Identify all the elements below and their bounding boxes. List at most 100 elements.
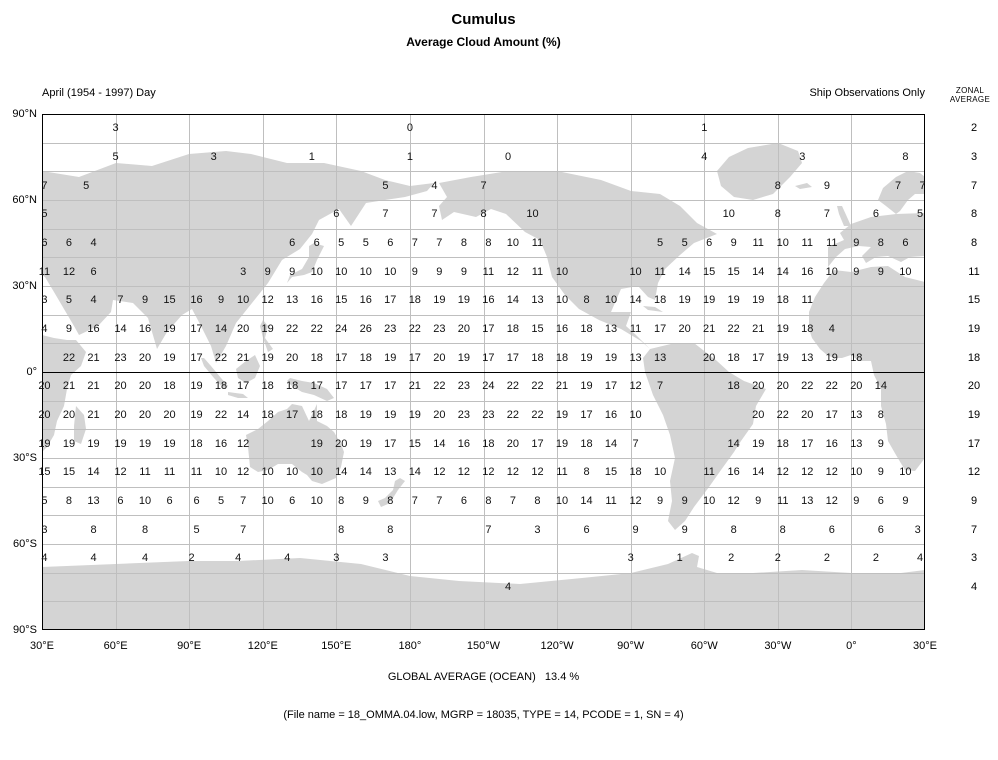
cloud-amount-value: 6 — [706, 237, 713, 249]
cloud-amount-value: 8 — [774, 208, 781, 221]
cloud-amount-value: 9 — [289, 265, 296, 278]
cloud-amount-value: 6 — [902, 237, 909, 249]
cloud-amount-value: 20 — [801, 409, 814, 421]
cloud-amount-value: 20 — [286, 351, 299, 364]
cloud-amount-value: 19 — [752, 294, 765, 307]
cloud-amount-value: 22 — [531, 409, 544, 421]
cloud-amount-value: 10 — [138, 495, 152, 507]
cloud-amount-value: 2 — [823, 552, 830, 565]
cloud-amount-value: 18 — [727, 380, 740, 393]
cloud-amount-value: 11 — [703, 466, 715, 479]
cloud-amount-value: 17 — [531, 437, 544, 450]
cloud-amount-value: 10 — [310, 495, 323, 507]
cloud-amount-value: 17 — [190, 323, 203, 335]
cloud-amount-value: 10 — [825, 265, 838, 278]
cloud-amount-value: 14 — [752, 265, 765, 278]
cloud-amount-value: 7 — [509, 495, 516, 507]
cloud-amount-value: 12 — [482, 466, 495, 479]
longitude-tick-label: 60°W — [690, 640, 718, 652]
cloud-amount-value: 23 — [457, 380, 470, 393]
cloud-amount-value: 23 — [457, 409, 470, 421]
period-label: April (1954 - 1997) Day — [42, 87, 156, 99]
cloud-amount-value: 19 — [190, 380, 203, 393]
landmass-iceland — [795, 183, 812, 189]
cloud-amount-value: 5 — [65, 294, 73, 307]
cloud-amount-value: 19 — [310, 437, 323, 450]
cloud-amount-value: 9 — [65, 323, 73, 335]
cloud-amount-value: 12 — [506, 466, 520, 479]
cloud-amount-value: 19 — [752, 437, 765, 450]
cloud-amount-value: 18 — [335, 409, 348, 421]
cloud-amount-value: 19 — [604, 351, 618, 364]
cloud-amount-value: 6 — [333, 208, 340, 221]
cloud-amount-value: 3 — [627, 552, 634, 565]
cloud-amount-value: 16 — [825, 437, 838, 450]
cloud-amount-value: 14 — [776, 265, 789, 278]
cloud-amount-value: 21 — [62, 380, 76, 393]
cloud-amount-value: 20 — [752, 409, 765, 421]
cloud-amount-value: 18 — [555, 351, 569, 364]
cloud-amount-value: 2 — [774, 552, 781, 565]
cloud-amount-value: 17 — [237, 380, 250, 393]
cloud-amount-value: 5 — [83, 179, 90, 192]
cloud-amount-value: 3 — [382, 552, 389, 565]
cloud-amount-value: 11 — [38, 265, 51, 278]
cloud-amount-value: 14 — [237, 409, 250, 421]
cloud-amount-value: 7 — [411, 237, 418, 249]
cloud-amount-value: 10 — [604, 294, 618, 307]
cloud-amount-value: 22 — [433, 380, 446, 393]
cloud-amount-value: 19 — [457, 294, 470, 307]
cloud-amount-value: 4 — [701, 151, 708, 163]
cloud-amount-value: 14 — [752, 466, 765, 479]
cloud-amount-value: 8 — [877, 237, 884, 249]
cloud-amount-value: 2 — [872, 552, 879, 565]
cloud-amount-value: 6 — [583, 523, 590, 536]
zonal-average-value: 3 — [970, 151, 978, 163]
cloud-amount-value: 7 — [485, 523, 492, 536]
cloud-amount-value: 8 — [534, 495, 541, 507]
map-plot-area: 3 0 1 5 3 1 1 0 4 3 8 7 5 5 4 7 8 9 7 7 5 6 7 7 8 10 10 8 7 6 5 6 6 4 6 6 5 5… — [38, 114, 926, 630]
cloud-amount-value: 26 — [359, 323, 372, 335]
landmass-japan — [287, 243, 324, 283]
cloud-amount-value: 20 — [114, 380, 127, 393]
cloud-amount-value: 20 — [237, 323, 250, 335]
cloud-amount-value: 20 — [433, 409, 446, 421]
cloud-amount-value: 10 — [286, 466, 299, 479]
cloud-amount-value: 18 — [850, 351, 863, 364]
cloud-amount-value: 19 — [114, 437, 127, 450]
cloud-amount-value: 9 — [730, 237, 737, 249]
cloud-amount-value: 19 — [703, 294, 716, 307]
cloud-amount-value: 5 — [338, 237, 345, 249]
cloud-amount-value: 22 — [727, 323, 740, 335]
cloud-amount-value: 21 — [87, 409, 100, 421]
zonal-header-line1: ZONAL — [955, 86, 985, 95]
cloud-amount-value: 7 — [382, 208, 389, 221]
cloud-amount-value: 11 — [801, 294, 813, 307]
cloud-amount-value: 14 — [727, 437, 740, 450]
cloud-amount-value: 15 — [727, 265, 740, 278]
landmass-scandinavia — [878, 171, 925, 214]
cloud-amount-value: 20 — [752, 380, 765, 393]
cloud-amount-value: 12 — [433, 466, 446, 479]
cloud-amount-value: 6 — [289, 237, 296, 249]
cloud-amount-value: 15 — [604, 466, 618, 479]
cloud-amount-value: 18 — [727, 351, 740, 364]
cloud-amount-value: 7 — [632, 437, 639, 450]
cloud-amount-value: 20 — [335, 437, 348, 450]
cloud-amount-value: 9 — [681, 523, 688, 536]
landmass-borneo — [236, 355, 260, 383]
file-info-label: (File name = 18_OMMA.04.low, MGRP = 1803… — [283, 709, 684, 721]
cloud-amount-value: 16 — [604, 409, 618, 421]
longitude-axis: 30°E 60°E 90°E 120°E 150°E 180° 150°W 120°W 90°W… — [0, 640, 998, 660]
cloud-amount-value: 18 — [801, 323, 814, 335]
cloud-amount-value: 17 — [310, 380, 323, 393]
cloud-amount-value: 19 — [727, 294, 740, 307]
cloud-amount-value: 4 — [141, 552, 149, 565]
cloud-amount-value: 15 — [38, 466, 51, 479]
cloud-amount-value: 12 — [237, 437, 250, 450]
cloud-amount-value: 19 — [457, 351, 470, 364]
cloud-amount-value: 14 — [874, 380, 887, 393]
cloud-amount-value: 22 — [408, 323, 421, 335]
cloud-amount-value: 14 — [87, 466, 100, 479]
cloud-amount-value: 5 — [917, 208, 924, 221]
